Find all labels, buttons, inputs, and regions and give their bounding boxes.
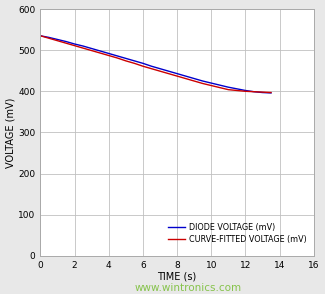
CURVE-FITTED VOLTAGE (mV) — [56, 39, 59, 42]
CURVE-FITTED VOLTAGE (mV) — [98, 51, 102, 55]
DIODE VOLTAGE (mV) — [47, 36, 51, 39]
CURVE-FITTED VOLTAGE (mV) — [261, 90, 265, 94]
DIODE VOLTAGE (mV) — [167, 69, 171, 73]
CURVE-FITTED VOLTAGE (mV) — [132, 61, 136, 65]
Y-axis label: VOLTAGE (mV): VOLTAGE (mV) — [6, 97, 16, 168]
CURVE-FITTED VOLTAGE (mV) — [218, 86, 222, 89]
CURVE-FITTED VOLTAGE (mV) — [150, 67, 153, 71]
DIODE VOLTAGE (mV) — [218, 83, 222, 87]
DIODE VOLTAGE (mV) — [252, 90, 256, 93]
DIODE VOLTAGE (mV) — [158, 67, 162, 71]
DIODE VOLTAGE (mV) — [124, 57, 128, 60]
CURVE-FITTED VOLTAGE (mV) — [167, 72, 171, 75]
CURVE-FITTED VOLTAGE (mV) — [184, 77, 188, 80]
Line: CURVE-FITTED VOLTAGE (mV): CURVE-FITTED VOLTAGE (mV) — [40, 36, 271, 93]
DIODE VOLTAGE (mV) — [226, 86, 230, 89]
DIODE VOLTAGE (mV) — [98, 49, 102, 53]
Line: DIODE VOLTAGE (mV): DIODE VOLTAGE (mV) — [40, 36, 271, 93]
CURVE-FITTED VOLTAGE (mV) — [252, 90, 256, 93]
DIODE VOLTAGE (mV) — [141, 61, 145, 65]
DIODE VOLTAGE (mV) — [235, 87, 239, 91]
DIODE VOLTAGE (mV) — [192, 77, 196, 80]
CURVE-FITTED VOLTAGE (mV) — [64, 41, 68, 45]
CURVE-FITTED VOLTAGE (mV) — [81, 46, 85, 50]
CURVE-FITTED VOLTAGE (mV) — [47, 36, 51, 40]
CURVE-FITTED VOLTAGE (mV) — [107, 54, 111, 57]
CURVE-FITTED VOLTAGE (mV) — [269, 91, 273, 94]
DIODE VOLTAGE (mV) — [175, 72, 179, 75]
CURVE-FITTED VOLTAGE (mV) — [90, 49, 94, 52]
CURVE-FITTED VOLTAGE (mV) — [235, 89, 239, 92]
CURVE-FITTED VOLTAGE (mV) — [209, 84, 213, 87]
DIODE VOLTAGE (mV) — [184, 74, 188, 78]
DIODE VOLTAGE (mV) — [73, 42, 77, 46]
DIODE VOLTAGE (mV) — [90, 47, 94, 50]
DIODE VOLTAGE (mV) — [201, 79, 205, 83]
Legend: DIODE VOLTAGE (mV), CURVE-FITTED VOLTAGE (mV): DIODE VOLTAGE (mV), CURVE-FITTED VOLTAGE… — [164, 220, 310, 247]
CURVE-FITTED VOLTAGE (mV) — [141, 64, 145, 68]
CURVE-FITTED VOLTAGE (mV) — [115, 56, 119, 60]
DIODE VOLTAGE (mV) — [64, 40, 68, 43]
DIODE VOLTAGE (mV) — [81, 44, 85, 48]
DIODE VOLTAGE (mV) — [209, 81, 213, 85]
CURVE-FITTED VOLTAGE (mV) — [158, 69, 162, 73]
DIODE VOLTAGE (mV) — [269, 91, 273, 95]
DIODE VOLTAGE (mV) — [107, 52, 111, 55]
CURVE-FITTED VOLTAGE (mV) — [124, 59, 128, 63]
CURVE-FITTED VOLTAGE (mV) — [175, 74, 179, 78]
CURVE-FITTED VOLTAGE (mV) — [38, 34, 42, 38]
DIODE VOLTAGE (mV) — [132, 59, 136, 63]
DIODE VOLTAGE (mV) — [115, 54, 119, 58]
Text: www.wintronics.com: www.wintronics.com — [135, 283, 242, 293]
CURVE-FITTED VOLTAGE (mV) — [201, 82, 205, 85]
DIODE VOLTAGE (mV) — [56, 38, 59, 41]
CURVE-FITTED VOLTAGE (mV) — [226, 88, 230, 91]
DIODE VOLTAGE (mV) — [150, 64, 153, 68]
CURVE-FITTED VOLTAGE (mV) — [73, 44, 77, 47]
X-axis label: TIME (s): TIME (s) — [157, 271, 197, 281]
DIODE VOLTAGE (mV) — [38, 34, 42, 38]
CURVE-FITTED VOLTAGE (mV) — [192, 79, 196, 83]
CURVE-FITTED VOLTAGE (mV) — [243, 90, 247, 93]
DIODE VOLTAGE (mV) — [261, 91, 265, 94]
DIODE VOLTAGE (mV) — [243, 89, 247, 92]
